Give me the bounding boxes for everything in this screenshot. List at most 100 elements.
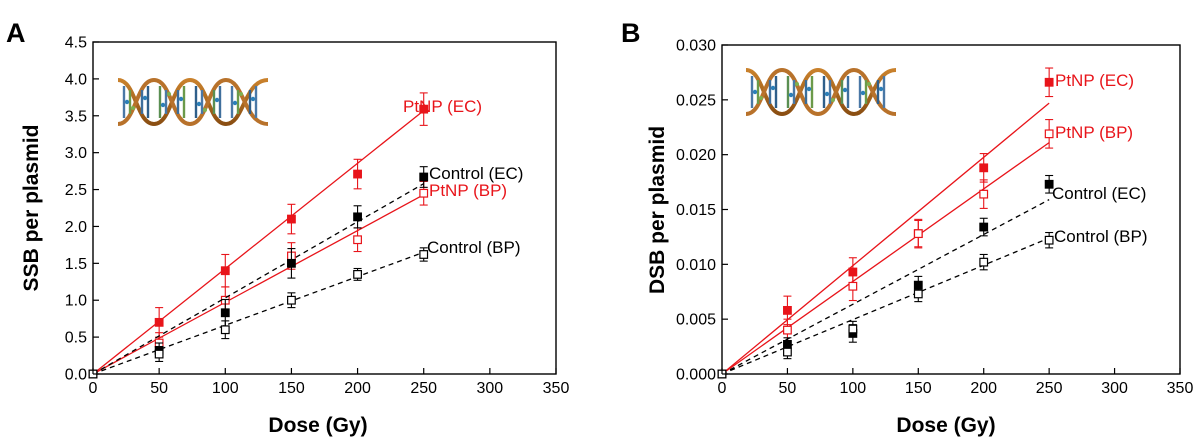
y-tick-label: 0.0 (65, 367, 87, 384)
y-tick-label: 1.0 (65, 293, 87, 310)
x-axis-a: 0 50 100 150 200 250 300 350 (89, 368, 570, 397)
x-tick-label: 300 (1101, 380, 1128, 397)
data-point (1044, 77, 1054, 87)
y-tick-label: 0.005 (676, 312, 716, 329)
series-label: PtNP (EC) (1055, 71, 1134, 90)
data-point (979, 189, 989, 199)
panel-a: A PtNP (EC) PtNP (BP)Control (EC) Control … (6, 18, 569, 437)
data-point (979, 222, 989, 232)
x-tick-label: 50 (150, 380, 168, 397)
series-ptnp-bp: PtNP (BP) (717, 119, 1133, 379)
x-tick-label: 250 (410, 380, 437, 397)
panel-letter-a: A (6, 18, 26, 48)
fit-line (92, 251, 424, 375)
series-label: Control (EC) (429, 164, 523, 183)
data-point (287, 258, 296, 268)
x-axis-b: 0 50 100 150 200 250 300 350 (718, 368, 1193, 397)
series-label: PtNP (BP) (429, 181, 507, 200)
data-point (419, 250, 429, 259)
fit-line (721, 199, 1050, 375)
data-point (353, 212, 362, 222)
y-tick-label: 4.0 (65, 71, 87, 88)
data-point (848, 324, 858, 334)
data-point (913, 229, 923, 239)
plot-area-a: PtNP (EC) PtNP (BP)Control (EC) Control (B… (88, 41, 557, 379)
data-point (220, 325, 230, 335)
x-axis-title-a: Dose (Gy) (268, 414, 367, 437)
data-point (154, 349, 164, 359)
fit-line (92, 183, 425, 375)
x-tick-label: 0 (718, 380, 727, 397)
series-label: PtNP (BP) (1055, 123, 1133, 142)
series-control-bp: Control (BP) (717, 227, 1148, 379)
x-tick-label: 0 (89, 380, 98, 397)
fit-line (92, 194, 425, 375)
data-point (979, 257, 989, 267)
y-tick-label: 1.5 (65, 256, 87, 273)
y-axis-b: 0.000 0.005 0.010 0.015 0.020 0.025 0.030 (676, 38, 728, 384)
x-tick-label: 250 (1036, 380, 1063, 397)
data-point (353, 270, 362, 279)
y-axis-a: 0.0 0.5 1.0 1.5 2.0 2.5 3.0 3.5 4.0 4.5 (65, 35, 99, 384)
data-point (419, 172, 429, 182)
data-point (287, 295, 296, 305)
x-tick-label: 350 (543, 380, 570, 397)
y-tick-label: 0.020 (676, 147, 716, 164)
x-tick-label: 300 (477, 380, 504, 397)
dna-helix-inset-b (744, 68, 898, 116)
data-point (1044, 129, 1054, 139)
x-tick-label: 50 (779, 380, 797, 397)
series-label: Control (BP) (427, 238, 521, 257)
data-point (783, 325, 792, 335)
y-tick-label: 2.0 (65, 219, 87, 236)
data-point (848, 281, 858, 291)
y-tick-label: 0.015 (676, 202, 716, 219)
data-point (913, 289, 923, 299)
data-point (1044, 235, 1054, 245)
panel-b: B PtNP (EC) PtNP (BP) Control (EC) Control … (621, 18, 1193, 437)
data-point (220, 266, 230, 276)
data-point (783, 347, 792, 357)
data-point (220, 308, 230, 318)
x-tick-label: 100 (212, 380, 239, 397)
x-tick-label: 150 (278, 380, 305, 397)
panel-letter-b: B (621, 18, 641, 48)
series-label: PtNP (EC) (403, 97, 482, 116)
axes-frame (92, 41, 557, 375)
x-tick-label: 150 (905, 380, 932, 397)
y-tick-label: 0.010 (676, 257, 716, 274)
y-tick-label: 4.5 (65, 35, 87, 52)
y-axis-title-a: SSB per plasmid (20, 125, 43, 292)
y-tick-label: 0.030 (676, 38, 716, 55)
data-point (783, 305, 792, 315)
data-point (353, 169, 362, 179)
fit-line (721, 142, 1050, 375)
data-point (353, 235, 362, 245)
x-tick-label: 100 (840, 380, 867, 397)
dna-helix-inset-a (116, 78, 270, 126)
x-tick-label: 350 (1167, 380, 1193, 397)
series-control-bp: Control (BP) (88, 238, 521, 379)
data-point (154, 317, 164, 327)
x-tick-label: 200 (970, 380, 997, 397)
fit-line (721, 102, 1050, 375)
y-tick-label: 0.000 (676, 367, 716, 384)
y-tick-label: 0.025 (676, 92, 716, 109)
y-tick-label: 3.5 (65, 108, 87, 125)
series-label: Control (EC) (1052, 184, 1146, 203)
y-tick-label: 3.0 (65, 145, 87, 162)
y-tick-label: 0.5 (65, 330, 87, 347)
data-point (419, 104, 429, 114)
x-tick-label: 200 (344, 380, 371, 397)
y-tick-label: 2.5 (65, 182, 87, 199)
data-point (287, 214, 296, 224)
y-axis-title-b: DSB per plasmid (646, 126, 669, 294)
data-point (979, 163, 989, 173)
series-ptnp-ec: PtNP (EC) (88, 92, 482, 379)
data-point (1044, 179, 1054, 189)
series-label: Control (BP) (1054, 227, 1148, 246)
fit-line (92, 110, 425, 375)
data-point (419, 188, 429, 198)
x-axis-title-b: Dose (Gy) (896, 414, 995, 437)
